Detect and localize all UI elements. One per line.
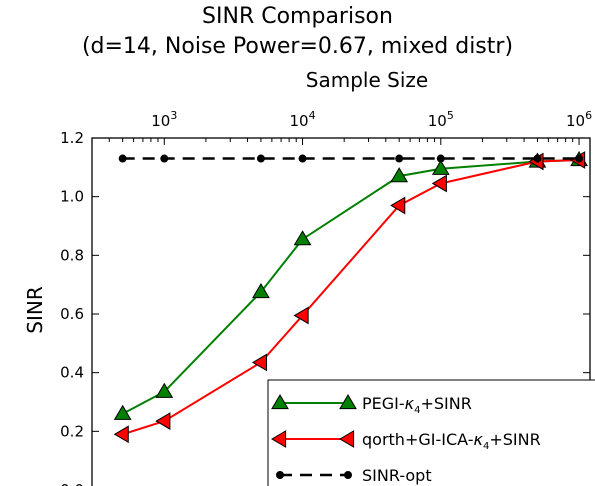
data-point (256, 154, 265, 163)
data-point (436, 154, 445, 163)
legend-marker (271, 430, 287, 448)
data-point (395, 154, 404, 163)
y-tick-label: 0.4 (60, 364, 84, 382)
data-point (533, 154, 542, 163)
chart-title: SINR Comparison (202, 4, 393, 29)
y-tick-label: 0.8 (60, 246, 84, 264)
y-tick-label: 0.0 (60, 481, 84, 486)
x-tick-label: 103 (151, 109, 177, 130)
data-point (390, 196, 406, 215)
data-point (431, 159, 450, 175)
chart-subtitle: (d=14, Noise Power=0.67, mixed distr) (81, 34, 514, 59)
data-point (575, 154, 584, 163)
legend-marker (276, 471, 284, 479)
legend-label-0: PEGI-κ4+SINR (362, 394, 472, 416)
data-point (155, 382, 174, 398)
series-line-1 (122, 159, 580, 436)
y-tick-label: 1.2 (60, 129, 84, 147)
data-point (118, 154, 127, 163)
x-tick-label: 104 (289, 109, 315, 130)
plot-frame (91, 137, 591, 486)
data-point (251, 353, 268, 372)
data-point (431, 174, 447, 193)
data-point (298, 154, 307, 163)
data-point (293, 306, 309, 325)
y-tick-label: 1.0 (60, 188, 84, 206)
data-point (390, 167, 409, 183)
legend-marker (344, 471, 352, 479)
data-point (113, 425, 129, 444)
series-line-0 (122, 159, 580, 415)
legend-label-2: SINR-opt (362, 466, 432, 485)
y-tick-label: 0.2 (60, 422, 84, 440)
y-tick-label: 0.6 (60, 305, 84, 323)
data-point (252, 283, 270, 299)
data-point (155, 412, 171, 430)
data-point (113, 404, 132, 420)
legend-label-1: qorth+GI-ICA-κ4+SINR (362, 430, 541, 452)
legend-marker (339, 394, 357, 410)
x-axis-label: Sample Size (306, 68, 428, 92)
data-point (293, 230, 312, 246)
legend-box (267, 379, 595, 486)
data-point (160, 154, 169, 163)
x-tick-label: 105 (428, 109, 454, 130)
legend-marker (339, 430, 355, 448)
y-axis-label: SINR (23, 286, 47, 334)
legend-marker (271, 394, 289, 410)
x-tick-label: 106 (566, 109, 592, 130)
